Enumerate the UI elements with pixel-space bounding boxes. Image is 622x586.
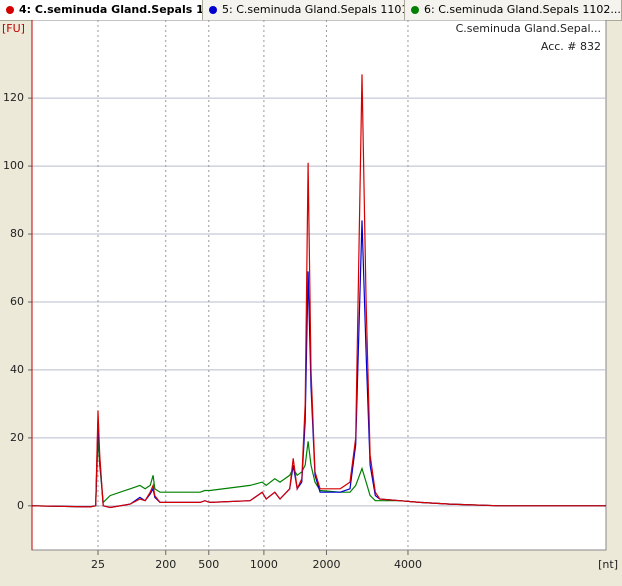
y-tick-label: 100 (3, 159, 24, 172)
legend-swatch (209, 6, 217, 14)
tab-bar: 4: C.seminuda Gland.Sepals 1... 5: C.semi… (0, 0, 622, 21)
legend-swatch (6, 6, 14, 14)
plot-area (31, 20, 607, 551)
sample-tab[interactable]: 6: C.seminuda Gland.Sepals 1102... (405, 0, 622, 20)
legend-swatch (411, 6, 419, 14)
y-axis-label: [FU] (2, 22, 25, 35)
x-axis-label: [nt] (598, 558, 618, 571)
x-tick-label: 1000 (250, 558, 278, 571)
sample-tab[interactable]: 4: C.seminuda Gland.Sepals 1... (0, 0, 203, 20)
x-tick-label: 500 (198, 558, 219, 571)
y-tick-label: 60 (10, 295, 24, 308)
x-tick-label: 25 (91, 558, 105, 571)
x-tick-label: 2000 (312, 558, 340, 571)
acc-label: Acc. # 832 (541, 40, 601, 53)
sample-tab[interactable]: 5: C.seminuda Gland.Sepals 1101... (203, 0, 405, 20)
x-tick-label: 200 (155, 558, 176, 571)
y-tick-label: 40 (10, 363, 24, 376)
sample-label: C.seminuda Gland.Sepal... (456, 22, 601, 35)
series-line (31, 74, 606, 509)
y-tick-label: 120 (3, 91, 24, 104)
y-tick-label: 20 (10, 431, 24, 444)
legend-label: 4: C.seminuda Gland.Sepals 1... (19, 3, 203, 16)
y-tick-label: 80 (10, 227, 24, 240)
chart: [FU] [nt] C.seminuda Gland.Sepal... Acc.… (2, 20, 618, 571)
legend-label: 5: C.seminuda Gland.Sepals 1101... (222, 3, 405, 16)
x-tick-label: 4000 (394, 558, 422, 571)
series-line (31, 437, 606, 508)
y-tick-label: 0 (17, 499, 24, 512)
legend-label: 6: C.seminuda Gland.Sepals 1102... (424, 3, 621, 16)
